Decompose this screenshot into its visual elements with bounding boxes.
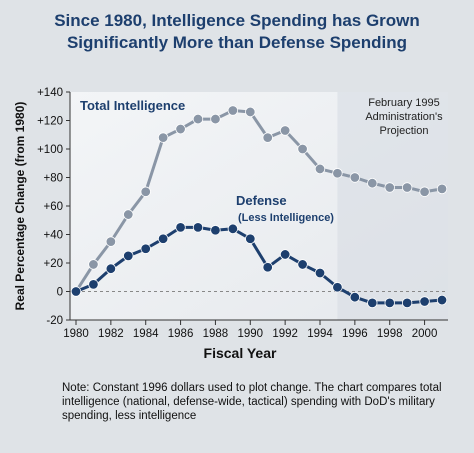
data-point <box>227 105 239 116</box>
data-point <box>384 297 395 309</box>
data-point <box>245 233 256 244</box>
y-axis-ticks: -20 0 +20 +40 +60 +80 +100 +120 +140 <box>37 87 70 327</box>
data-point <box>123 250 134 262</box>
series-label-intelligence: Total Intelligence <box>80 98 185 113</box>
data-point <box>88 279 99 290</box>
series-line-0 <box>74 109 443 293</box>
data-point <box>279 125 291 136</box>
x-tick-label: 1986 <box>168 328 194 340</box>
data-point <box>140 243 151 254</box>
data-point <box>279 249 291 260</box>
title-line-1: Since 1980, Intelligence Spending has Gr… <box>54 11 420 30</box>
data-point <box>105 236 117 247</box>
x-axis-label: Fiscal Year <box>204 345 277 361</box>
data-point <box>401 182 413 193</box>
data-point <box>88 259 99 270</box>
data-point <box>332 168 343 179</box>
chart-note: Note: Constant 1996 dollars used to plot… <box>62 381 462 423</box>
data-point <box>123 209 134 220</box>
data-point <box>105 263 117 274</box>
series-sublabel-defense: (Less Intelligence) <box>238 212 334 224</box>
x-tick-label: 1988 <box>203 328 229 340</box>
data-point <box>192 222 204 233</box>
data-point <box>297 259 308 270</box>
projection-annotation-line-1: February 1995 <box>368 97 440 109</box>
x-tick-label: 1982 <box>98 328 124 340</box>
x-tick-label: 2000 <box>412 328 438 340</box>
projection-annotation-line-3: Projection <box>380 125 429 137</box>
data-point <box>436 183 448 195</box>
data-point <box>297 143 308 155</box>
data-point <box>210 113 221 125</box>
data-point <box>314 267 326 279</box>
data-point <box>419 186 430 197</box>
data-point <box>227 223 239 235</box>
data-point <box>401 297 413 309</box>
data-point <box>262 132 273 143</box>
data-point <box>314 163 326 175</box>
data-point <box>175 123 186 135</box>
y-axis-label: Real Percentage Change (from 1980) <box>13 102 27 311</box>
y-tick-label: +60 <box>43 201 63 213</box>
data-point <box>192 113 204 125</box>
projection-region <box>337 92 448 320</box>
data-point <box>157 233 169 244</box>
x-axis-ticks: 1980 1982 1984 1986 1988 1990 1992 1994 1996 1998… <box>63 320 437 340</box>
data-point <box>140 186 151 197</box>
x-tick-label: 1992 <box>272 328 298 340</box>
series-layer <box>70 105 448 309</box>
x-tick-label: 1990 <box>237 328 263 340</box>
y-tick-label: +20 <box>43 258 63 270</box>
data-point <box>419 296 430 307</box>
series-line-1 <box>75 225 443 305</box>
data-point <box>436 294 448 306</box>
data-point <box>70 286 82 297</box>
note-label: Note: <box>62 382 90 394</box>
y-tick-label: +120 <box>37 116 63 128</box>
series-label-defense: Defense <box>236 193 287 208</box>
y-tick-label: +140 <box>37 87 63 99</box>
y-tick-label: 0 <box>57 287 63 299</box>
x-tick-label: 1994 <box>307 328 333 340</box>
chart-title: Since 1980, Intelligence Spending has Gr… <box>0 10 474 54</box>
x-tick-label: 1980 <box>63 328 89 340</box>
y-tick-label: -20 <box>46 315 63 327</box>
data-point <box>175 222 186 233</box>
data-point <box>349 292 361 303</box>
data-point <box>367 297 378 309</box>
y-tick-label: +100 <box>37 144 63 156</box>
data-point <box>384 182 395 193</box>
x-tick-label: 1996 <box>342 328 368 340</box>
note-text: Constant 1996 dollars used to plot chang… <box>62 382 442 422</box>
x-tick-label: 1984 <box>133 328 159 340</box>
y-tick-label: +40 <box>43 230 63 242</box>
data-point <box>210 225 221 236</box>
projection-annotation-line-2: Administration's <box>365 111 443 123</box>
y-tick-label: +80 <box>43 173 63 185</box>
data-point <box>367 177 378 189</box>
x-tick-label: 1998 <box>377 328 403 340</box>
data-point <box>245 106 256 118</box>
data-point <box>332 282 343 293</box>
data-point <box>349 172 361 183</box>
data-point <box>157 132 169 143</box>
title-line-2: Significantly More than Defense Spending <box>66 33 408 52</box>
data-point <box>262 262 273 273</box>
